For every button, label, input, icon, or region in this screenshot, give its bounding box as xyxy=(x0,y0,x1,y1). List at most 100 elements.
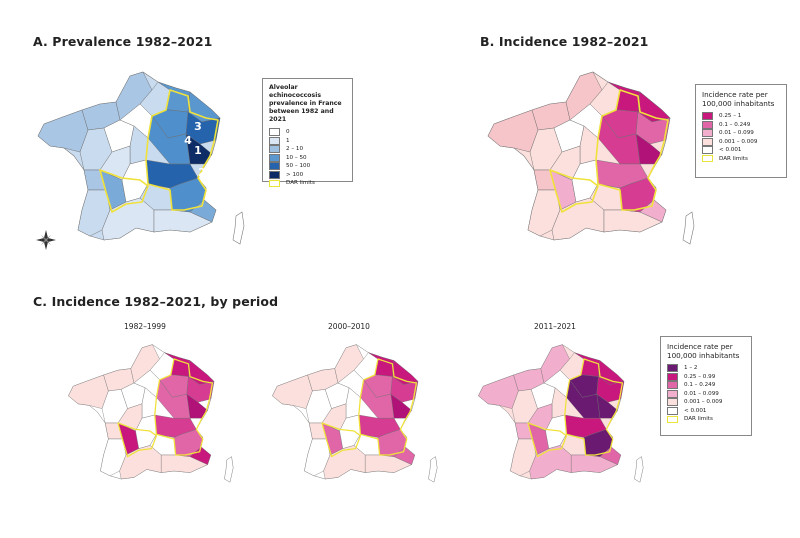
legend-incidence-period: Incidence rate per 100,000 inhabitants 1… xyxy=(660,336,752,436)
legend-label: 0.1 – 0.249 xyxy=(684,382,716,389)
legend-item: 1 xyxy=(269,136,346,146)
department-region xyxy=(551,197,605,241)
region-number-label: 3 xyxy=(194,120,202,133)
legend-item: 0.1 – 0.249 xyxy=(667,381,745,390)
corsica-outline xyxy=(428,456,438,483)
department-region xyxy=(272,374,313,409)
legend-swatch xyxy=(667,389,678,398)
legend-swatch-dar xyxy=(667,415,678,423)
dar-limit-outline xyxy=(321,422,362,458)
legend-label: 0.001 – 0.009 xyxy=(684,399,723,406)
legend-label: 0 xyxy=(286,129,290,136)
legend-label: 1 – 2 xyxy=(684,365,698,372)
dar-limit-outline xyxy=(527,422,568,458)
corsica-outline xyxy=(682,211,695,245)
legend-label-dar: DAR limits xyxy=(286,180,315,187)
legend-label: 1 xyxy=(286,137,290,144)
legend-swatch xyxy=(667,406,678,415)
panel-c-title: C. Incidence 1982–2021, by period xyxy=(33,294,279,309)
dar-limit-outline xyxy=(595,89,669,211)
legend-swatch-dar xyxy=(269,179,280,187)
legend-swatch xyxy=(269,136,280,145)
legend-item: 0 xyxy=(269,128,346,137)
legend-item: 10 – 50 xyxy=(269,153,346,163)
dar-limit-outline xyxy=(145,89,219,211)
legend-item: 0.25 – 1 xyxy=(702,112,780,121)
legend-label: < 0.001 xyxy=(719,147,742,154)
department-region xyxy=(487,109,539,153)
corsica-outline xyxy=(232,211,245,245)
legend-item: 0.25 – 0.99 xyxy=(667,372,745,382)
legend-item: 2 – 10 xyxy=(269,145,346,154)
legend-label: 10 – 50 xyxy=(286,154,307,161)
legend-label: 0.25 – 0.99 xyxy=(684,373,716,380)
legend-incidence: Incidence rate per 100,000 inhabitants 0… xyxy=(695,84,787,178)
legend-swatch xyxy=(269,153,280,162)
department-region xyxy=(529,445,572,480)
legend-label-dar: DAR limits xyxy=(719,155,748,162)
period-label-3: 2011–2021 xyxy=(534,322,576,331)
dar-limit-outline xyxy=(154,358,214,456)
legend-prevalence: Alveolar echinococcosis prevalence in Fr… xyxy=(262,78,353,187)
department-region xyxy=(101,197,155,241)
legend-label: > 100 xyxy=(286,171,304,178)
legend-item: 0.001 – 0.009 xyxy=(667,398,745,407)
legend-label: 0.25 – 1 xyxy=(719,113,742,120)
map-prevalence: 1 2 34 xyxy=(36,71,245,250)
panel-b-title: B. Incidence 1982–2021 xyxy=(480,34,649,49)
legend-swatch-dar xyxy=(702,155,713,163)
department-region xyxy=(478,374,519,409)
legend-swatch xyxy=(702,129,713,138)
map-incidence-2011-2021 xyxy=(478,344,644,483)
legend-item-dar: DAR limits xyxy=(667,415,745,424)
map-incidence-1982-1999 xyxy=(68,344,234,483)
dar-limit-outline xyxy=(99,169,149,213)
legend-label: 0.1 – 0.249 xyxy=(719,121,751,128)
corsica-outline xyxy=(634,456,644,483)
region-number-label: 4 xyxy=(184,134,192,147)
corsica-outline xyxy=(224,456,234,483)
dar-limit-outline xyxy=(358,358,418,456)
legend-item: 0.001 – 0.009 xyxy=(702,137,780,147)
legend-label: 0.01 – 0.099 xyxy=(684,390,719,397)
department-region xyxy=(119,445,162,480)
map-incidence-2000-2010 xyxy=(272,344,438,483)
dar-limit-outline xyxy=(549,169,599,213)
legend-label: 0.01 – 0.099 xyxy=(719,130,754,137)
legend-swatch xyxy=(269,170,280,179)
dar-limit-outline xyxy=(564,358,624,456)
region-number-label: 2 xyxy=(198,166,206,179)
legend-swatch xyxy=(269,128,280,137)
legend-swatch xyxy=(269,162,280,171)
legend-label: 2 – 10 xyxy=(286,146,304,153)
legend-item-dar: DAR limits xyxy=(269,179,346,188)
department-region xyxy=(68,374,109,409)
legend-item: < 0.001 xyxy=(667,406,745,416)
legend-swatch xyxy=(667,372,678,381)
legend-item: 0.1 – 0.249 xyxy=(702,120,780,130)
legend-prevalence-title: Alveolar echinococcosis prevalence in Fr… xyxy=(269,84,342,123)
legend-item: 1 – 2 xyxy=(667,364,745,373)
legend-swatch xyxy=(702,146,713,155)
period-label-1: 1982–1999 xyxy=(124,322,166,331)
legend-item: < 0.001 xyxy=(702,146,780,155)
legend-label: 50 – 100 xyxy=(286,163,311,170)
legend-item-dar: DAR limits xyxy=(702,155,780,164)
compass-rose-icon xyxy=(36,230,56,250)
legend-label-dar: DAR limits xyxy=(684,416,713,423)
legend-swatch xyxy=(702,112,713,121)
legend-item: > 100 xyxy=(269,170,346,180)
department-region xyxy=(323,445,366,480)
map-incidence xyxy=(487,71,695,245)
legend-label: 0.001 – 0.009 xyxy=(719,138,758,145)
region-number-label: 1 xyxy=(194,144,202,157)
legend-swatch xyxy=(667,364,678,373)
legend-swatch xyxy=(667,381,678,390)
period-label-2: 2000–2010 xyxy=(328,322,370,331)
legend-swatch xyxy=(702,137,713,146)
legend-incidence-title: Incidence rate per 100,000 inhabitants xyxy=(702,90,775,108)
legend-item: 0.01 – 0.099 xyxy=(667,389,745,399)
legend-swatch xyxy=(702,120,713,129)
legend-item: 50 – 100 xyxy=(269,162,346,171)
legend-swatch xyxy=(269,145,280,154)
